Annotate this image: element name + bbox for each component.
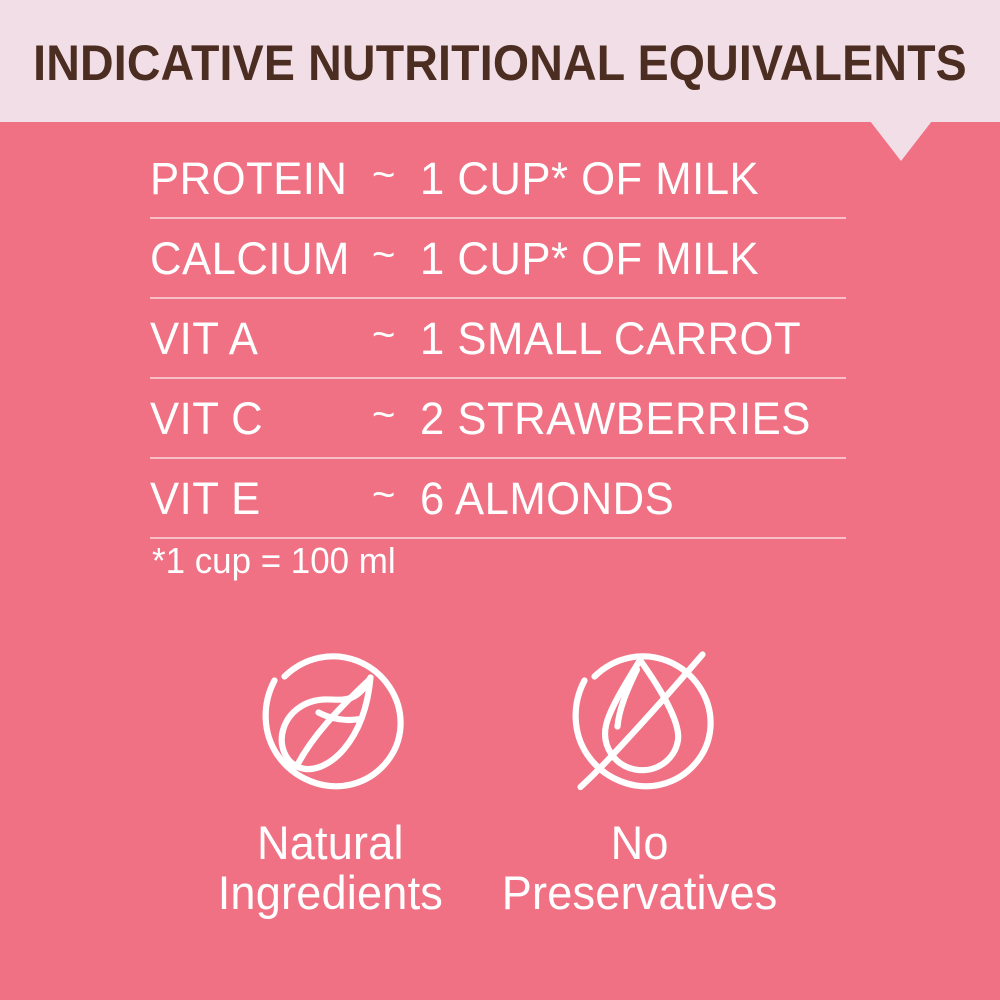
badge-natural-ingredients: Natural Ingredients: [180, 630, 480, 918]
table-row: CALCIUM ~ 1 CUP* OF MILK: [150, 219, 846, 299]
equivalent-value: 2 STRAWBERRIES: [420, 392, 811, 444]
table-row: VIT E ~ 6 ALMONDS: [150, 459, 846, 539]
equivalent-value: 1 CUP* OF MILK: [420, 232, 760, 284]
badge-label-line2: Preservatives: [502, 865, 778, 919]
approximately-equal-symbol: ~: [372, 393, 396, 437]
approximately-equal-symbol: ~: [372, 473, 396, 517]
nutrient-label: VIT C: [150, 392, 264, 444]
nutrient-label: VIT A: [150, 312, 259, 364]
badge-row: Natural Ingredients: [180, 630, 790, 918]
approximately-equal-symbol: ~: [372, 313, 396, 357]
footnote: *1 cup = 100 ml: [152, 540, 396, 581]
no-droplet-in-circle-icon: [552, 630, 728, 806]
nutrient-label: PROTEIN: [150, 152, 348, 204]
table-row: VIT A ~ 1 SMALL CARROT: [150, 299, 846, 379]
page-title: INDICATIVE NUTRITIONAL EQUIVALENTS: [33, 35, 967, 91]
badge-no-preservatives: No Preservatives: [490, 630, 790, 918]
equivalent-value: 6 ALMONDS: [420, 472, 675, 524]
badge-label: No Preservatives: [502, 818, 778, 918]
leaf-in-circle-icon: [242, 630, 418, 806]
approximately-equal-symbol: ~: [372, 153, 396, 197]
equivalent-value: 1 SMALL CARROT: [420, 312, 802, 364]
nutrient-label: VIT E: [150, 472, 261, 524]
banner-tail-triangle: [870, 121, 932, 161]
table-row: VIT C ~ 2 STRAWBERRIES: [150, 379, 846, 459]
badge-label: Natural Ingredients: [217, 818, 442, 918]
nutrient-label: CALCIUM: [150, 232, 350, 284]
badge-label-line1: No: [610, 816, 670, 869]
table-row: PROTEIN ~ 1 CUP* OF MILK: [150, 139, 846, 219]
header-banner: INDICATIVE NUTRITIONAL EQUIVALENTS: [0, 0, 1000, 122]
nutrition-equivalents-table: PROTEIN ~ 1 CUP* OF MILK CALCIUM ~ 1 CUP…: [150, 139, 846, 539]
equivalent-value: 1 CUP* OF MILK: [420, 152, 760, 204]
approximately-equal-symbol: ~: [372, 233, 396, 277]
badge-label-line2: Ingredients: [217, 865, 443, 919]
badge-label-line1: Natural: [256, 816, 404, 869]
